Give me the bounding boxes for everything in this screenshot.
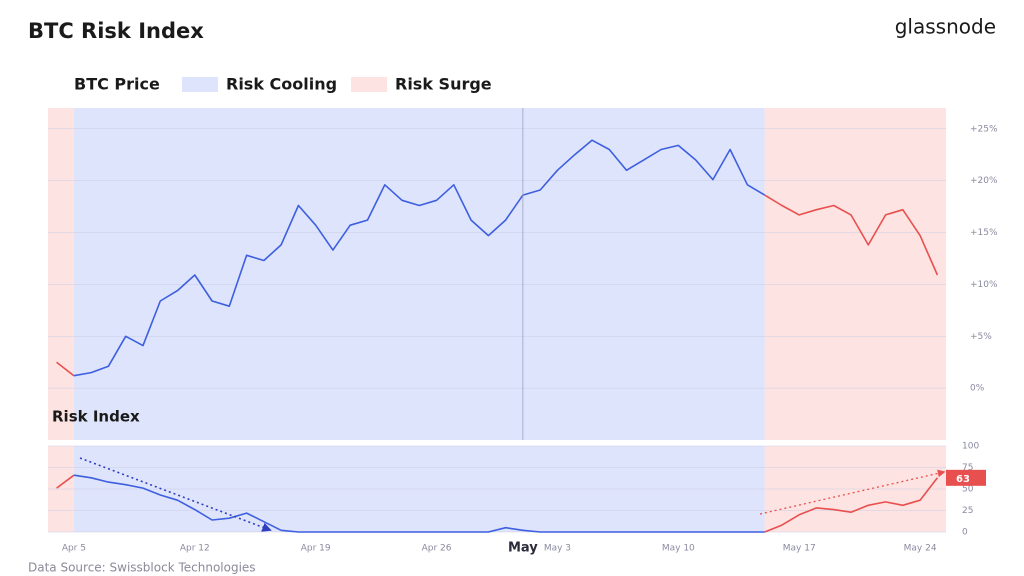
x-tick-label: May 17 [783,544,816,554]
region [48,108,74,440]
region [73,108,765,440]
series-line [56,474,75,489]
background [48,108,946,533]
series-line [764,477,939,533]
y-tick-label: +20% [970,176,998,186]
legend-swatch [351,77,387,92]
panel-title: Risk Index [52,408,140,426]
legend-label: Risk Surge [395,75,492,94]
x-tick-label: Apr 19 [301,544,331,554]
x-tick-label: May [508,541,538,556]
series-line [73,474,765,533]
y-tick-label: +15% [970,228,998,238]
legend-swatch [182,77,218,92]
legend-label: Risk Cooling [226,75,337,94]
x-tick-label: Apr 12 [180,544,210,554]
y-tick-label: 100 [962,442,979,452]
y-tick-label: +25% [970,124,998,134]
y-tick-label: 25 [962,506,973,516]
x-tick-label: May 24 [904,544,937,554]
y-tick-label: +5% [970,332,992,342]
trend-arrow [759,469,946,515]
x-tick-label: May 3 [544,544,571,554]
value-badge-label: 63 [956,474,970,485]
series-line [56,361,75,377]
x-tick-label: Apr 26 [422,544,452,554]
y-tick-label: 50 [962,485,974,495]
y-tick-label: 75 [962,463,973,473]
x-tick-label: May 10 [662,544,695,554]
brand: glassnode [895,15,996,39]
y-tick-label: +10% [970,280,998,290]
y-tick-label: 0 [962,528,968,538]
region [764,108,946,440]
y-tick-label: 0% [970,384,985,394]
series-line [73,139,766,377]
trend-arrow [79,457,272,532]
source-note: Data Source: Swissblock Technologies [28,561,256,575]
x-tick-label: Apr 5 [62,544,86,554]
foreground: 0% +5% +10% +15% +20% +25% 0 25 50 75 100 Apr 5 Apr … [56,108,998,556]
series-line [764,194,939,276]
value-badge [946,469,986,486]
legend-label: BTC Price [74,75,160,94]
chart-title: BTC Risk Index [28,19,204,43]
